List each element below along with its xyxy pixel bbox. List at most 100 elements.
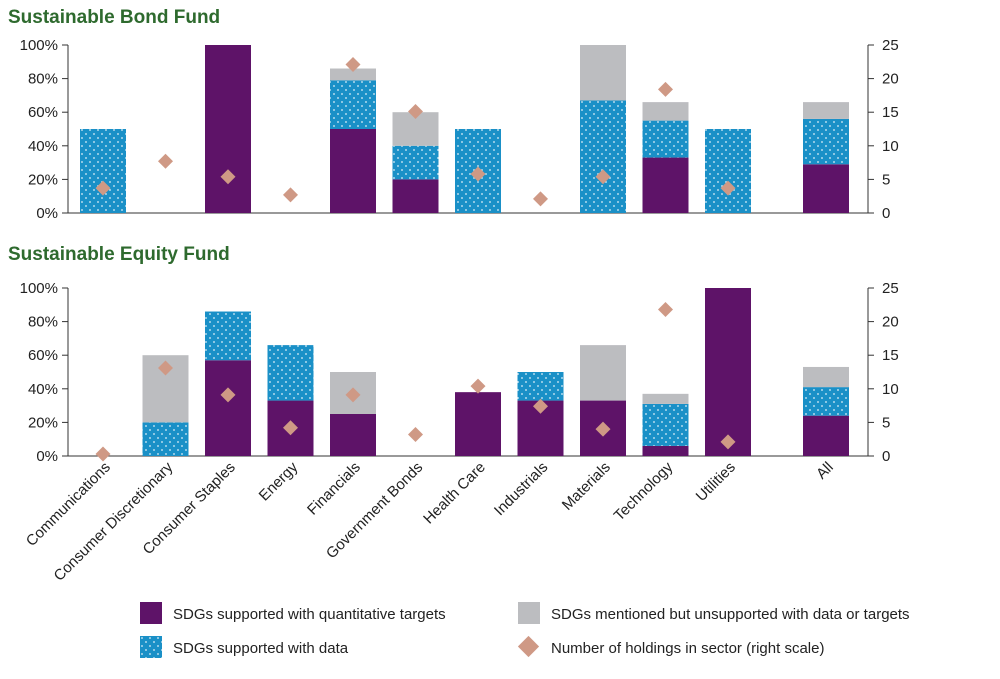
holdings-marker [408, 426, 423, 442]
bar-data [205, 311, 251, 361]
bar-data [642, 403, 689, 446]
holdings-marker [533, 191, 548, 207]
holdings-marker [658, 302, 673, 318]
holdings-marker [220, 387, 236, 403]
bar-unsupported [642, 393, 689, 404]
category-label: Industrials [491, 459, 551, 519]
bar-data [267, 345, 314, 401]
holdings-marker [658, 81, 673, 97]
bar-data [80, 129, 126, 213]
legend-label-quant: SDGs supported with quantitative targets [173, 606, 446, 623]
bar-data [392, 145, 439, 180]
bar-data [642, 120, 689, 158]
holdings-marker [158, 153, 173, 169]
equity-fund-panel: 0% 20% 40% 60% 80% 100% 0 5 10 15 20 25 [20, 280, 899, 465]
left-tick-label: 80% [28, 314, 58, 331]
right-tick-label: 10 [882, 381, 899, 398]
category-label: Materials [559, 459, 614, 514]
holdings-marker [720, 180, 736, 196]
bar-quant [455, 392, 501, 456]
right-tick-label: 20 [882, 71, 899, 88]
holdings-marker [158, 360, 173, 376]
legend-label-holdings: Number of holdings in sector (right scal… [551, 640, 824, 657]
right-tick-label: 25 [882, 280, 899, 297]
left-tick-label: 20% [28, 414, 58, 431]
holdings-marker [345, 387, 361, 403]
holdings-marker [533, 398, 548, 414]
category-label: Consumer Discretionary [51, 458, 177, 584]
left-tick-label: 40% [28, 381, 58, 398]
bar-quant [205, 360, 251, 456]
bar-quant [642, 445, 689, 456]
holdings-marker [283, 187, 298, 203]
holdings-marker [595, 169, 611, 185]
bar-quant [330, 414, 376, 456]
right-tick-label: 15 [882, 347, 899, 364]
legend: SDGs supported with quantitative targets… [140, 602, 910, 658]
holdings-marker [720, 434, 736, 450]
bar-data [330, 80, 376, 129]
legend-swatch-quant [140, 602, 162, 624]
bar-quant [205, 45, 251, 213]
left-tick-label: 60% [28, 347, 58, 364]
bar-data [705, 129, 751, 213]
left-tick-label: 100% [20, 37, 58, 54]
bar-unsupported [803, 366, 849, 388]
legend-label-unsupported: SDGs mentioned but unsupported with data… [551, 606, 910, 623]
category-label: Financials [304, 459, 364, 519]
holdings-marker [345, 56, 361, 72]
holdings-marker [470, 166, 486, 182]
right-tick-label: 25 [882, 37, 899, 54]
left-tick-label: 40% [28, 138, 58, 155]
category-label: Technology [611, 458, 677, 524]
bar-quant [803, 164, 849, 213]
holdings-marker [220, 169, 236, 185]
bond-fund-title: Sustainable Bond Fund [8, 7, 220, 28]
bar-data [517, 372, 564, 401]
bar-data [142, 422, 189, 456]
holdings-marker [470, 378, 486, 394]
bar-unsupported [642, 102, 689, 121]
bond-fund-panel: 0% 20% 40% 60% 80% 100% 0 5 10 15 20 25 [20, 37, 899, 222]
bar-data [803, 387, 849, 416]
left-tick-label: 100% [20, 280, 58, 297]
bar-unsupported [330, 68, 376, 81]
right-tick-label: 0 [882, 448, 890, 465]
right-tick-label: 20 [882, 314, 899, 331]
category-label: Health Care [420, 459, 489, 528]
right-tick-label: 5 [882, 414, 890, 431]
left-tick-label: 60% [28, 104, 58, 121]
bar-unsupported [580, 345, 626, 401]
legend-label-data: SDGs supported with data [173, 640, 349, 657]
left-tick-label: 0% [36, 448, 58, 465]
legend-swatch-holdings [517, 635, 540, 658]
holdings-marker [595, 421, 611, 437]
right-tick-label: 10 [882, 138, 899, 155]
bar-unsupported [803, 102, 849, 119]
equity-fund-title: Sustainable Equity Fund [8, 244, 230, 265]
bar-data [580, 100, 626, 213]
bar-unsupported [580, 45, 626, 101]
left-tick-label: 20% [28, 171, 58, 188]
bar-quant [392, 179, 439, 213]
holdings-marker [95, 446, 111, 462]
category-label: All [813, 459, 837, 483]
bar-data [803, 118, 849, 165]
bar-quant [705, 288, 751, 456]
bar-quant [803, 415, 849, 456]
right-tick-label: 15 [882, 104, 899, 121]
legend-swatch-unsupported [518, 602, 540, 624]
category-label: Utilities [693, 459, 739, 505]
left-tick-label: 0% [36, 205, 58, 222]
bar-quant [642, 157, 689, 213]
holdings-marker [283, 420, 298, 436]
category-label: Energy [256, 458, 302, 504]
holdings-marker [95, 180, 111, 196]
bar-quant [330, 129, 376, 213]
right-tick-label: 5 [882, 171, 890, 188]
left-tick-label: 80% [28, 71, 58, 88]
right-tick-label: 0 [882, 205, 890, 222]
holdings-marker [408, 104, 423, 120]
